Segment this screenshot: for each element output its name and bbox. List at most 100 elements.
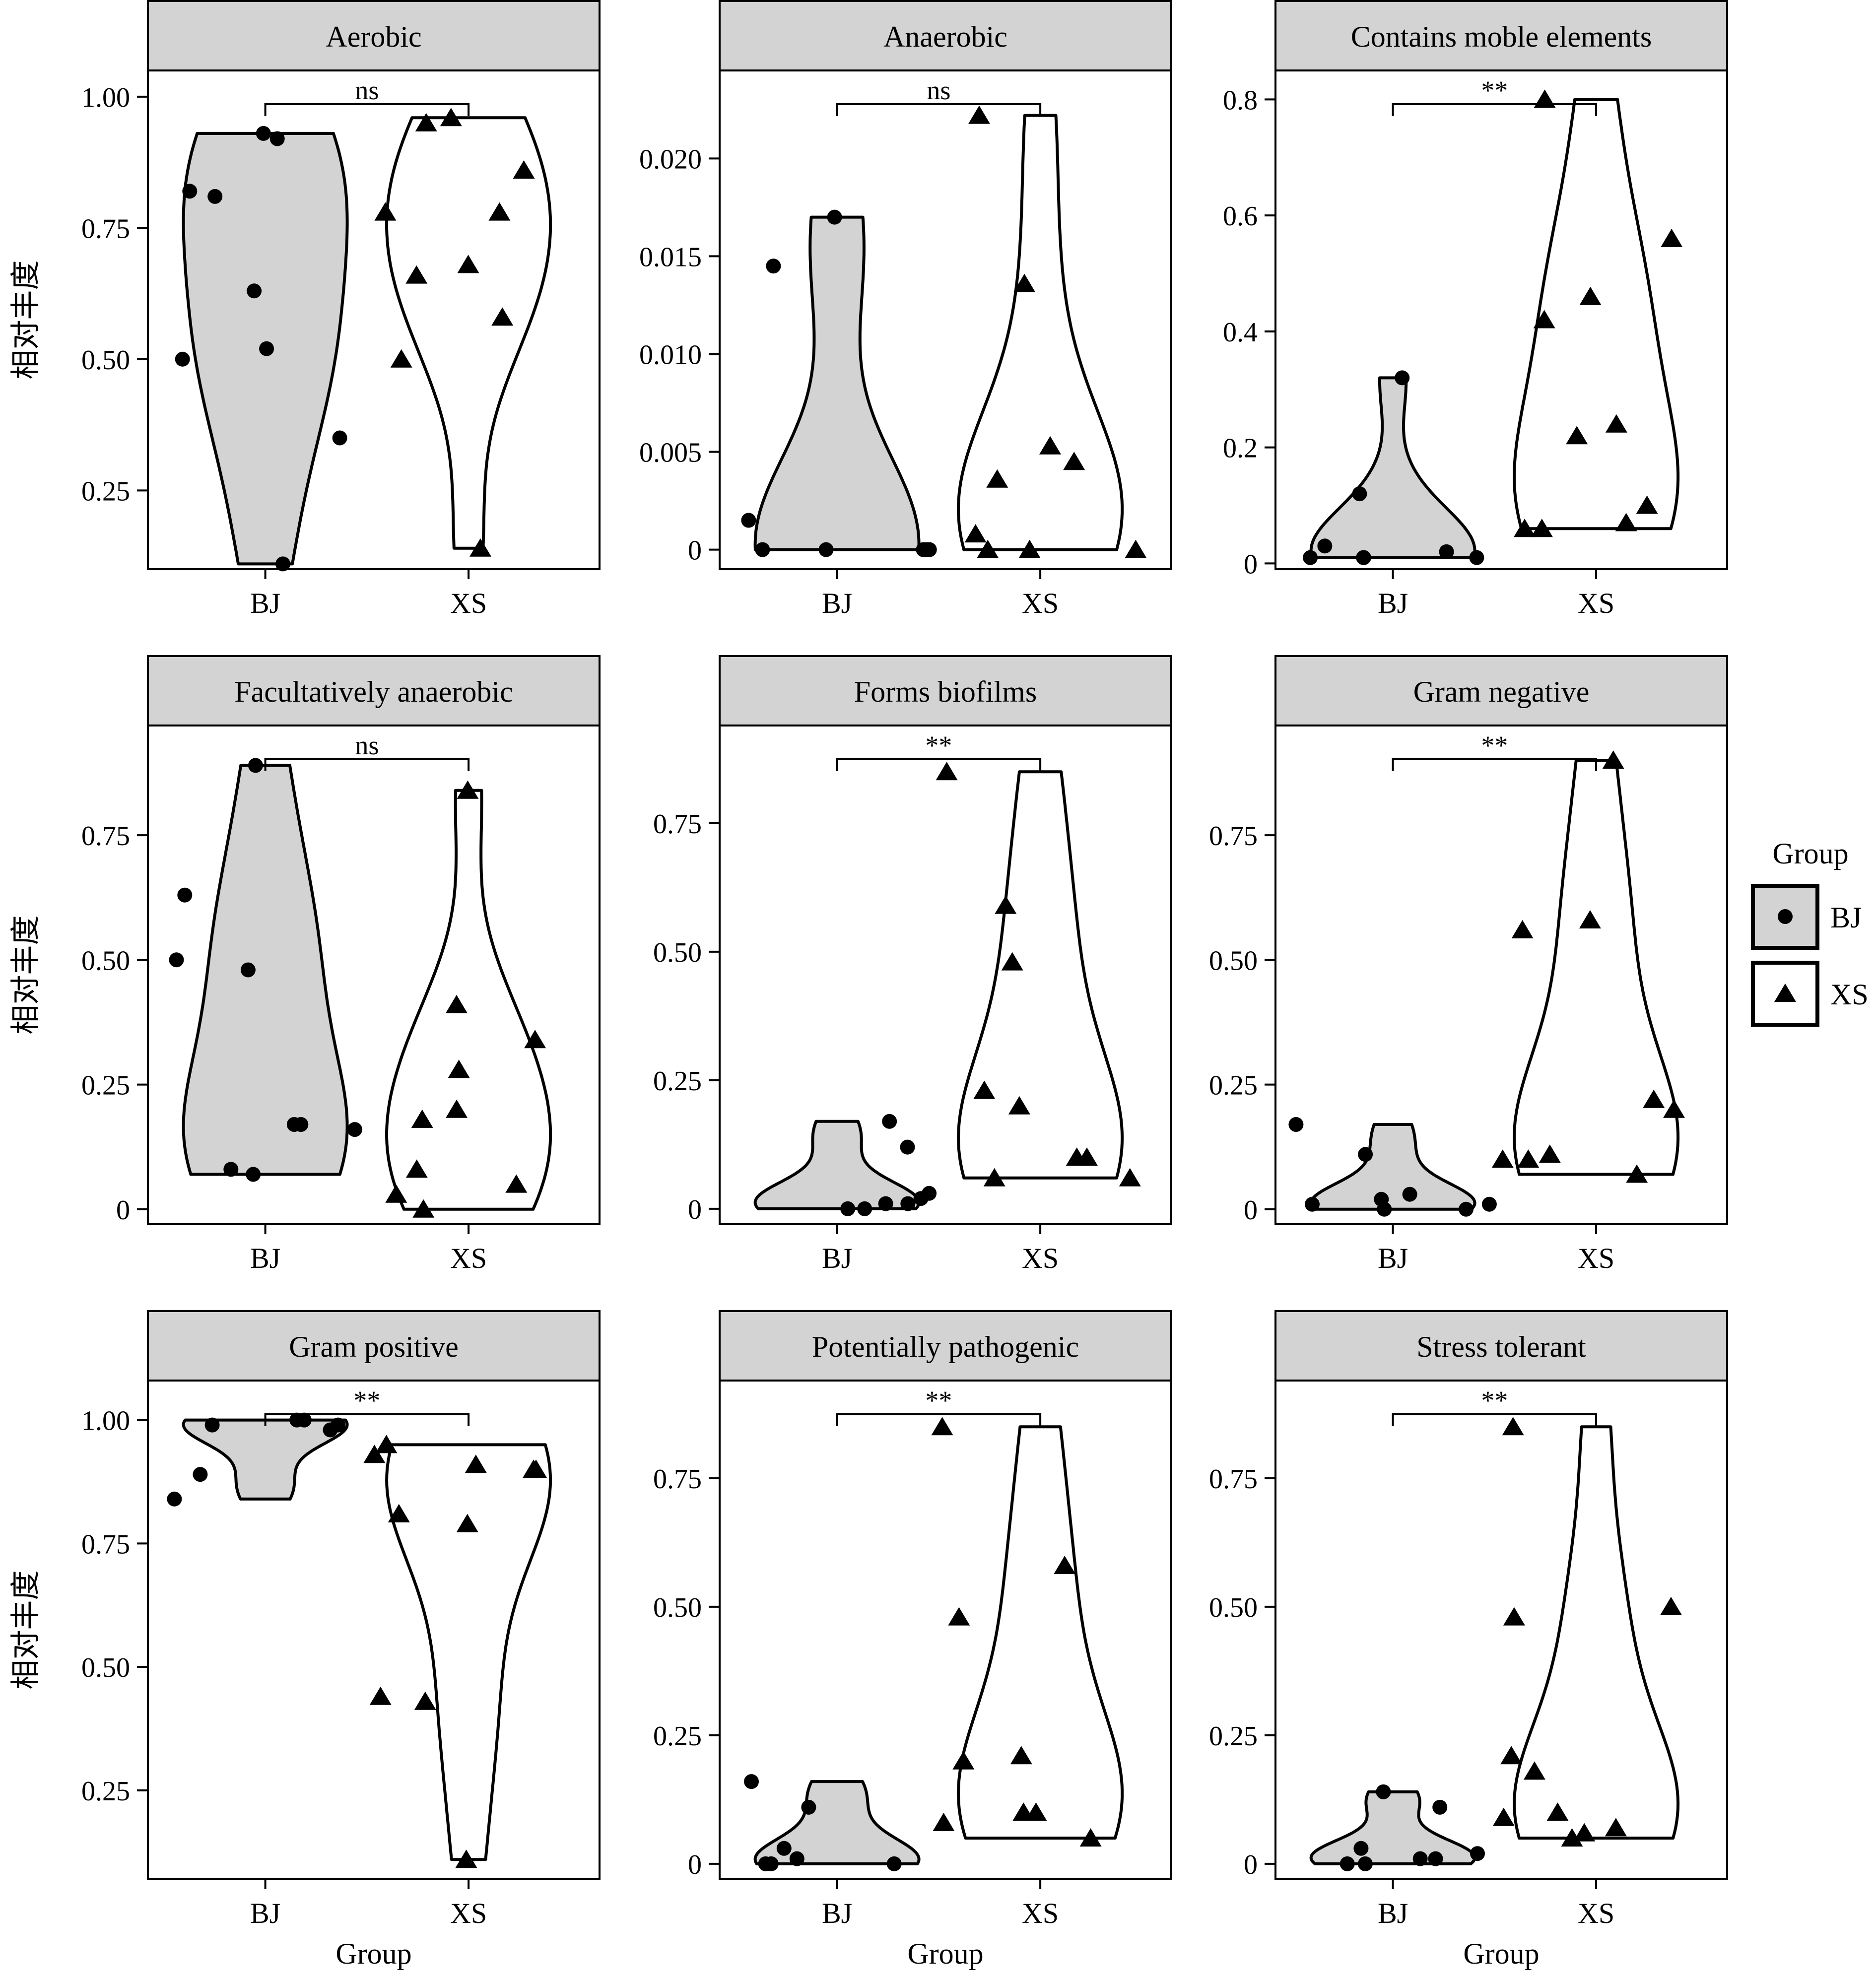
- point-bj: [275, 556, 290, 572]
- point-xs: [1079, 1828, 1102, 1847]
- point-bj: [240, 962, 256, 978]
- point-xs: [1661, 228, 1683, 247]
- point-xs: [390, 349, 412, 368]
- point-bj: [248, 758, 263, 773]
- point-xs: [456, 1514, 478, 1532]
- y-tick-label: 0.50: [81, 1652, 130, 1683]
- point-xs: [488, 202, 511, 221]
- facet-title: Potentially pathogenic: [812, 1330, 1079, 1363]
- point-bj: [1358, 1147, 1373, 1162]
- point-bj: [741, 513, 756, 528]
- significance-bracket: [836, 758, 1042, 771]
- point-xs: [936, 762, 958, 781]
- point-xs: [1503, 1607, 1525, 1626]
- point-xs: [964, 524, 987, 543]
- y-tick-label: 0.50: [653, 937, 702, 968]
- point-bj: [1377, 1201, 1392, 1217]
- point-bj: [878, 1196, 893, 1211]
- point-bj: [763, 1856, 779, 1871]
- y-tick-label: 0.020: [639, 144, 702, 175]
- violin-xs: [1513, 759, 1680, 1176]
- panel-gram-negative: Gram negative 0 0.25 0.50 0.75 BJ XS **: [1209, 655, 1728, 1274]
- significance-label: **: [925, 730, 952, 760]
- x-tick-label: BJ: [822, 1897, 852, 1929]
- legend-label: BJ: [1830, 901, 1862, 934]
- point-bj: [900, 1139, 915, 1155]
- facet-strip: [719, 0, 1172, 71]
- point-xs: [933, 1813, 955, 1831]
- facet-strip: [1274, 0, 1728, 71]
- point-xs: [457, 255, 479, 273]
- x-axis-label: Group: [907, 1937, 983, 1970]
- y-tick-label: 0.015: [639, 242, 702, 272]
- point-xs: [465, 1454, 487, 1473]
- x-tick-label: XS: [1022, 1242, 1059, 1274]
- point-xs: [931, 1417, 953, 1436]
- facet-title: Forms biofilms: [854, 675, 1037, 708]
- point-xs: [412, 1199, 435, 1218]
- point-bj: [827, 209, 842, 225]
- point-xs: [469, 538, 491, 557]
- legend-title: Group: [1772, 837, 1848, 870]
- facet-title: Contains moble elements: [1351, 20, 1652, 53]
- point-bj: [1432, 1799, 1448, 1815]
- y-tick-label: 0.6: [1223, 201, 1258, 232]
- facet-strip: [147, 0, 601, 71]
- point-bj: [882, 1114, 897, 1129]
- point-xs: [505, 1174, 528, 1193]
- significance-label: **: [1481, 730, 1508, 760]
- point-xs: [1663, 1099, 1685, 1118]
- point-xs: [388, 1504, 410, 1522]
- violin-xs: [957, 770, 1124, 1180]
- panel-aerobic: Aerobic 0.25 0.50 0.75 1.00 BJ XS ns 相对丰度: [8, 0, 601, 619]
- violin-xs: [385, 789, 552, 1211]
- panel-stress-tolerant: Stress tolerant 0 0.25 0.50 0.75 BJ XS ** Group: [1209, 1310, 1728, 1970]
- y-tick-label: 0.005: [639, 438, 702, 468]
- point-xs: [513, 160, 535, 179]
- significance-label: **: [1481, 1385, 1508, 1415]
- point-bj: [1459, 1201, 1474, 1217]
- point-bj: [175, 351, 190, 367]
- y-tick-label: 0: [688, 1849, 702, 1880]
- significance-label: ns: [355, 730, 379, 760]
- point-bj: [789, 1851, 804, 1866]
- point-xs: [1063, 452, 1085, 470]
- point-bj: [247, 283, 262, 299]
- point-bj: [259, 341, 274, 356]
- point-xs: [1523, 1761, 1545, 1780]
- violin-xs: [1513, 98, 1680, 530]
- y-tick-label: 0.75: [81, 1529, 130, 1560]
- facet-strip: [1274, 655, 1728, 726]
- legend-label: XS: [1830, 978, 1869, 1011]
- x-tick-label: BJ: [822, 1242, 852, 1274]
- point-xs: [952, 1751, 975, 1770]
- point-xs: [1626, 1164, 1648, 1183]
- point-xs: [363, 1445, 386, 1463]
- significance-bracket: [264, 758, 470, 771]
- panel-potentially-pathogenic: Potentially pathogenic 0 0.25 0.50 0.75 BJ XS *…: [653, 1310, 1172, 1970]
- y-tick-label: 0.25: [653, 1066, 702, 1097]
- point-bj: [167, 1491, 182, 1507]
- point-xs: [1660, 1596, 1682, 1615]
- significance-bracket: [1392, 103, 1598, 116]
- point-xs: [448, 1059, 470, 1078]
- point-bj: [1317, 538, 1333, 554]
- facet-title: Gram positive: [289, 1330, 459, 1363]
- point-xs: [1502, 1417, 1524, 1436]
- point-xs: [455, 1849, 477, 1868]
- point-xs: [375, 1435, 398, 1453]
- point-bj: [744, 1774, 759, 1789]
- x-tick-label: XS: [1022, 1897, 1059, 1929]
- point-bj: [919, 542, 935, 557]
- point-xs: [1561, 1828, 1583, 1847]
- violin-bj: [1309, 1790, 1476, 1865]
- y-axis-label: 相对丰度: [8, 916, 43, 1035]
- y-tick-label: 0.010: [639, 339, 702, 370]
- point-bj: [1305, 1196, 1320, 1212]
- y-tick-label: 0.50: [81, 345, 130, 376]
- point-xs: [1531, 519, 1553, 537]
- y-tick-label: 0: [688, 1194, 702, 1225]
- point-xs: [1039, 436, 1061, 455]
- panel-facultatively-anaerobic: Facultatively anaerobic 0 0.25 0.50 0.75 BJ XS…: [8, 655, 601, 1274]
- y-tick-label: 0.25: [1209, 1070, 1258, 1101]
